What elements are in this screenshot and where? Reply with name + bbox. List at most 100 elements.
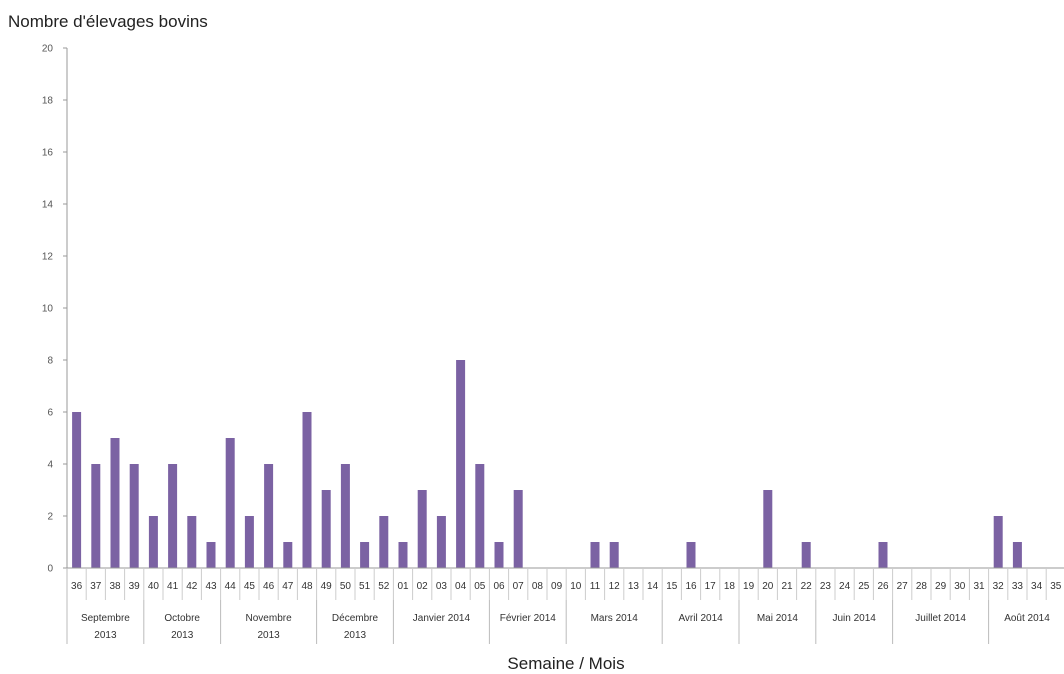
week-tick-label: 31 [973,581,985,592]
bar [225,438,235,568]
bar [417,490,427,568]
y-tick-label: 2 [47,512,53,523]
month-label: Janvier 2014 [413,613,471,624]
bar [763,490,773,568]
week-tick-label: 41 [167,581,179,592]
week-tick-label: 47 [282,581,294,592]
month-year-label: 2013 [94,630,117,641]
week-tick-label: 52 [378,581,390,592]
week-tick-label: 10 [570,581,582,592]
bar [168,464,178,568]
bar [513,490,523,568]
bar [993,516,1003,568]
month-label: Mai 2014 [757,613,799,624]
bar [302,412,312,568]
bar [340,464,350,568]
week-tick-label: 40 [148,581,160,592]
bar [360,542,370,568]
y-tick-label: 14 [42,200,54,211]
bar [110,438,120,568]
week-tick-label: 18 [724,581,736,592]
y-tick-label: 18 [42,96,54,107]
week-tick-label: 38 [109,581,121,592]
week-tick-label: 32 [993,581,1005,592]
week-tick-label: 30 [954,581,966,592]
week-tick-label: 24 [839,581,851,592]
month-year-label: 2013 [171,630,194,641]
week-tick-label: 50 [340,581,352,592]
bar [436,516,446,568]
bar [72,412,82,568]
week-tick-label: 25 [858,581,870,592]
month-label: Février 2014 [500,613,557,624]
week-tick-label: 36 [71,581,83,592]
week-tick-label: 42 [186,581,198,592]
y-tick-label: 6 [47,408,53,419]
week-tick-label: 45 [244,581,256,592]
x-axis: 36 37 38 39 40 41 42 43 44 45 46 47 48 49 50 51 52 01 02 03… [66,567,1064,644]
week-tick-label: 20 [762,581,774,592]
week-tick-label: 33 [1012,581,1024,592]
month-label: Octobre [164,613,200,624]
week-tick-label: 06 [493,581,505,592]
y-tick-label: 12 [42,252,54,263]
week-tick-label: 13 [628,581,640,592]
bar [801,542,811,568]
week-tick-label: 37 [90,581,102,592]
bar [609,542,619,568]
month-label: Juillet 2014 [915,613,966,624]
bar [129,464,139,568]
bar [187,516,197,568]
bar [1012,542,1022,568]
y-tick-label: 20 [42,44,54,55]
week-tick-label: 44 [225,581,237,592]
week-tick-label: 34 [1031,581,1043,592]
y-axis: 0 2 4 6 8 10 12 14 16 18 20 [42,44,68,575]
week-tick-label: 12 [609,581,621,592]
week-tick-label: 17 [705,581,717,592]
week-tick-label: 01 [397,581,409,592]
bar [91,464,101,568]
y-tick-label: 8 [47,356,53,367]
bar [475,464,485,568]
week-tick-label: 02 [417,581,429,592]
bar [148,516,158,568]
week-tick-label: 27 [897,581,909,592]
month-label: Septembre [81,613,130,624]
x-axis-title: Semaine / Mois [507,654,624,673]
week-tick-label: 03 [436,581,448,592]
month-label: Juin 2014 [833,613,877,624]
week-tick-label: 08 [532,581,544,592]
week-tick-label: 15 [666,581,678,592]
bar [494,542,504,568]
week-tick-label: 09 [551,581,563,592]
week-tick-label: 11 [590,581,601,592]
bar [398,542,408,568]
bar [244,516,254,568]
week-tick-label: 04 [455,581,467,592]
bar [283,542,293,568]
week-tick-label: 35 [1050,581,1062,592]
y-tick-label: 4 [47,460,53,471]
bar [321,490,331,568]
week-tick-label: 26 [877,581,889,592]
week-tick-label: 29 [935,581,947,592]
bar [878,542,888,568]
week-tick-label: 14 [647,581,659,592]
week-tick-label: 46 [263,581,275,592]
week-tick-label: 48 [301,581,313,592]
week-tick-label: 07 [513,581,525,592]
month-label: Avril 2014 [678,613,723,624]
month-year-label: 2013 [257,630,280,641]
week-tick-label: 21 [781,581,793,592]
week-tick-label: 28 [916,581,928,592]
month-label: Décembre [332,613,379,624]
week-tick-label: 19 [743,581,755,592]
month-label: Août 2014 [1004,613,1050,624]
bar [590,542,600,568]
week-tick-label: 23 [820,581,832,592]
bar [379,516,389,568]
bar [686,542,696,568]
week-tick-label: 05 [474,581,486,592]
